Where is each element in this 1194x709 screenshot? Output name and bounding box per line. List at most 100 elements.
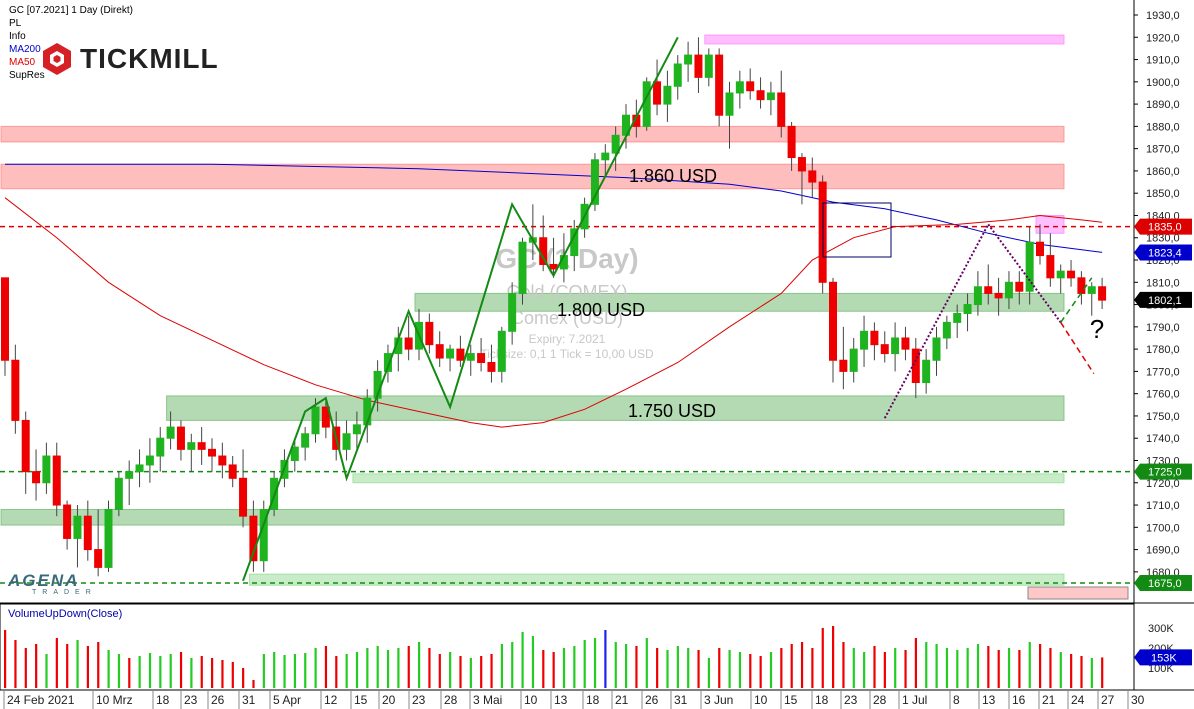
date-tick-label: 31 [242, 693, 256, 707]
candle-body [891, 337, 900, 355]
volume-bar [625, 644, 628, 688]
date-tick-label: 10 [524, 693, 538, 707]
volume-bar [562, 648, 566, 688]
dotted-trend-line-down [987, 223, 1062, 323]
tickmill-wordmark: TICKMILL [80, 43, 219, 74]
candle-body [829, 281, 837, 361]
candle-body [1, 277, 9, 361]
candle-body [73, 515, 82, 539]
candle-body [653, 81, 662, 105]
volume-bar [863, 652, 866, 688]
support-resistance-zone-8 [248, 573, 1065, 586]
price-tick-label: 1700,0 [1146, 522, 1180, 534]
price-tick-label: 1850,0 [1146, 188, 1180, 200]
volume-bar [1080, 656, 1083, 688]
volume-bar [252, 680, 255, 688]
volume-bar [138, 656, 141, 688]
zone-label-1860: 1.860 USD [629, 166, 717, 186]
volume-bars-group [4, 626, 1104, 688]
candle-body [477, 353, 486, 363]
volume-bar [200, 656, 203, 688]
legend-item-info[interactable]: Info [9, 31, 26, 42]
candle-body [311, 406, 320, 435]
support-resistance-zone-1 [0, 125, 1065, 143]
date-axis-bg [0, 690, 1194, 709]
volume-bar [4, 630, 7, 688]
legend-item-ma200[interactable]: MA200 [9, 44, 41, 55]
candle-body [777, 92, 786, 127]
volume-bar [1059, 652, 1062, 688]
candle-body [673, 63, 682, 87]
volume-bar [386, 650, 390, 688]
candle-body [611, 134, 620, 154]
price-marker-bg [1134, 244, 1192, 261]
support-resistance-zone-7 [0, 508, 1065, 526]
scenario-up-line [1060, 277, 1093, 323]
volume-bar [366, 648, 369, 688]
volume-bar [656, 648, 659, 688]
candle-body [456, 348, 465, 361]
volume-bar [148, 653, 152, 688]
price-tick-label: 1890,0 [1146, 99, 1180, 111]
volume-bar [635, 646, 638, 688]
legend-item-pl[interactable]: PL [9, 18, 22, 29]
date-tick-label: 26 [645, 693, 659, 707]
volume-bar [376, 646, 379, 688]
date-tick-label: 12 [324, 693, 338, 707]
ma200-line [5, 163, 1103, 253]
volume-bar [304, 653, 307, 688]
volume-bar [428, 648, 431, 688]
volume-bar [1028, 642, 1031, 688]
watermark-expiry: Expiry: 7.2021 [529, 332, 606, 346]
support-resistance-zone-4 [414, 292, 1065, 312]
candle-body [94, 549, 103, 568]
volume-bar [480, 656, 483, 688]
candle-body [1015, 281, 1024, 292]
candle-body [156, 437, 165, 457]
price-marker-label: 1675,0 [1148, 578, 1182, 590]
date-tick-label: 27 [1101, 693, 1115, 707]
watermark-subtitle: Gold (COMEX) [506, 282, 627, 302]
date-tick-label: 23 [412, 693, 426, 707]
price-tick-label: 1690,0 [1146, 545, 1180, 557]
support-resistance-zone-2 [0, 163, 1065, 190]
candle-body [466, 353, 475, 361]
candle-body [11, 359, 20, 421]
watermark-exchange: Comex (USD) [511, 308, 623, 328]
candle-body [290, 446, 299, 461]
price-marker-label: 1823,4 [1148, 247, 1182, 259]
legend-item-ma50[interactable]: MA50 [9, 57, 36, 68]
candle-body [42, 455, 51, 484]
candle-body [166, 426, 175, 439]
candle-body [249, 515, 258, 562]
volume-bar [293, 654, 296, 688]
date-tick-label: 13 [554, 693, 568, 707]
volume-bar [242, 668, 245, 688]
price-tick-label: 1790,0 [1146, 322, 1180, 334]
candle-body [932, 337, 941, 361]
candle-body [352, 424, 361, 435]
candle-body [435, 344, 444, 359]
volume-marker-label: 153K [1151, 652, 1177, 664]
date-tick-label: 10 [754, 693, 768, 707]
volume-bar [707, 658, 710, 688]
date-tick-label: 21 [1042, 693, 1056, 707]
candle-body [1077, 277, 1086, 294]
candle-body [684, 54, 693, 65]
candle-body [83, 515, 92, 551]
price-tick-label: 1910,0 [1146, 55, 1180, 67]
candle-body [508, 292, 517, 332]
volume-bar [1018, 650, 1021, 688]
date-tick-label: 5 Apr [273, 693, 301, 707]
candle-body [953, 312, 962, 323]
date-tick-label: 28 [873, 693, 887, 707]
volume-bar [128, 658, 131, 688]
legend-item-supres[interactable]: SupRes [9, 70, 45, 81]
volume-bar [728, 650, 731, 688]
volume-bar [531, 636, 535, 688]
candle-body [518, 241, 527, 294]
small-zone-marker [1027, 586, 1129, 600]
candle-body [984, 286, 993, 294]
date-tick-label: 13 [982, 693, 996, 707]
candle-body [32, 471, 41, 484]
